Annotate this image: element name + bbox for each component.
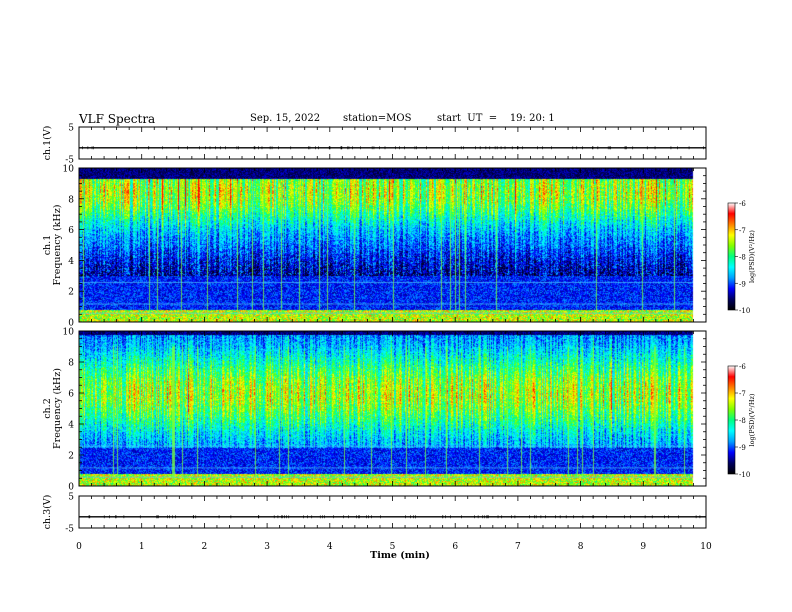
colorbar-tick-label: -9 — [739, 280, 746, 288]
y-tick-label: 5 — [68, 124, 74, 134]
y-tick-label: 8 — [68, 359, 74, 369]
start-time-label: start UT = 19: 20: 1 — [437, 113, 555, 124]
x-axis-label: Time (min) — [370, 550, 430, 561]
y-tick-label: 10 — [63, 165, 75, 175]
colorbar-tick-label: -10 — [739, 307, 750, 315]
y-tick-label: 10 — [63, 328, 75, 338]
x-tick-label: 9 — [640, 542, 646, 552]
y-tick-label: 6 — [68, 390, 74, 400]
spectrogram-image-1 — [79, 168, 706, 322]
x-tick-label: 10 — [700, 542, 712, 552]
x-tick-label: 1 — [139, 542, 145, 552]
spectrogram-image-2 — [79, 331, 706, 486]
station-label: station=MOS — [343, 113, 412, 124]
colorbar-tick-label: -10 — [739, 471, 750, 479]
colorbar-tick-label: -7 — [739, 390, 746, 398]
y-axis-label: ch.2 — [42, 398, 53, 419]
colorbar-tick-label: -8 — [739, 417, 746, 425]
colorbar-2 — [727, 365, 736, 475]
y-tick-label: 2 — [68, 452, 74, 462]
y-tick-label: 2 — [68, 288, 74, 298]
figure-title: VLF Spectra — [79, 112, 156, 126]
x-tick-label: 7 — [515, 542, 521, 552]
x-tick-label: 4 — [327, 542, 333, 552]
colorbar-label: log(PSD)(V²/Hz) — [748, 393, 756, 446]
y-tick-label: 4 — [68, 257, 74, 267]
x-tick-label: 8 — [578, 542, 584, 552]
colorbar-tick-label: -9 — [739, 444, 746, 452]
y-tick-label: -5 — [65, 156, 74, 166]
colorbar-tick-label: -8 — [739, 254, 746, 262]
x-tick-label: 2 — [202, 542, 208, 552]
x-tick-label: 0 — [76, 542, 82, 552]
colorbar-label: log(PSD)(V²/Hz) — [748, 230, 756, 283]
colorbar-tick-label: -7 — [739, 227, 746, 235]
y-tick-label: -5 — [65, 525, 74, 535]
y-tick-label: 5 — [68, 493, 74, 503]
x-tick-label: 6 — [452, 542, 458, 552]
y-tick-label: 4 — [68, 421, 74, 431]
date-label: Sep. 15, 2022 — [250, 113, 321, 124]
spectrogram-canvas — [79, 331, 706, 486]
x-tick-label: 3 — [264, 542, 270, 552]
y-axis-label: Frequency (kHz) — [52, 368, 63, 449]
y-tick-label: 0 — [68, 319, 74, 329]
colorbar-tick-label: -6 — [739, 363, 746, 371]
x-tick-label: 5 — [390, 542, 396, 552]
y-tick-label: 8 — [68, 195, 74, 205]
y-tick-label: 0 — [68, 483, 74, 493]
y-axis-label: ch.1 — [42, 235, 53, 256]
colorbar-1 — [727, 202, 736, 311]
spectrogram-canvas — [79, 168, 706, 322]
y-tick-label: 6 — [68, 226, 74, 236]
y-axis-label: Frequency (kHz) — [52, 205, 63, 286]
colorbar-tick-label: -6 — [739, 200, 746, 208]
y-axis-label: ch.3(V) — [42, 495, 53, 530]
y-axis-label: ch.1(V) — [42, 126, 53, 161]
